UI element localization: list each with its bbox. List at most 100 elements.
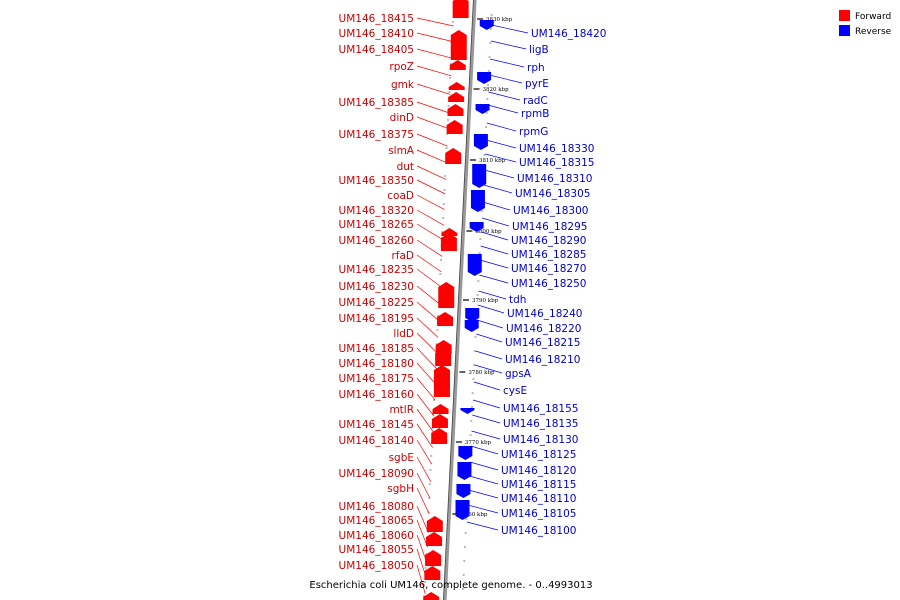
forward-gene-label: UM146_18090	[339, 468, 414, 480]
reverse-gene-block	[477, 72, 492, 84]
forward-leader-line	[416, 423, 433, 448]
reverse-gene-label: UM146_18110	[501, 493, 576, 505]
reverse-leader-line	[469, 475, 499, 485]
forward-gene-block	[423, 592, 440, 600]
reverse-leader-line	[473, 381, 501, 391]
reverse-gene-label: UM146_18305	[515, 188, 590, 200]
reverse-gene-label: ligB	[529, 44, 549, 56]
forward-leader-line	[416, 505, 429, 533]
forward-gene-block	[433, 365, 450, 397]
forward-gene-label: UM146_18175	[339, 373, 414, 385]
forward-gene-label: UM146_18080	[339, 501, 414, 513]
forward-gene-label: gmk	[391, 79, 415, 91]
forward-gene-label: UM146_18050	[339, 560, 414, 572]
reverse-leader-line	[481, 231, 509, 241]
forward-leader-line	[416, 332, 438, 354]
legend-swatch-forward	[839, 10, 850, 21]
reverse-leader-line	[482, 201, 511, 211]
forward-leader-line	[416, 487, 430, 515]
forward-gene-block	[446, 120, 463, 134]
forward-gene-block	[426, 532, 443, 546]
forward-gene-label: dut	[397, 161, 414, 173]
reverse-gene-label: UM146_18130	[503, 434, 578, 446]
reverse-leader-line	[478, 290, 507, 300]
reverse-gene-label: UM146_18270	[511, 263, 586, 275]
forward-leader-line	[416, 347, 437, 369]
reverse-gene-label: UM146_18295	[512, 221, 587, 233]
reverse-gene-label: UM146_18105	[501, 508, 576, 520]
forward-gene-label: dinD	[390, 112, 414, 124]
forward-gene-block	[450, 30, 467, 60]
forward-gene-label: lldD	[393, 328, 414, 340]
forward-gene-label: UM146_18320	[339, 205, 414, 217]
reverse-leader-line	[474, 364, 503, 374]
reverse-leader-line	[469, 461, 499, 471]
reverse-leader-line	[477, 304, 505, 314]
forward-gene-block	[448, 92, 465, 102]
forward-leader-line	[416, 548, 427, 578]
reverse-gene-label: UM146_18215	[505, 337, 580, 349]
reverse-leader-line	[468, 489, 499, 499]
forward-gene-label: rfaD	[391, 250, 414, 262]
forward-gene-block	[432, 404, 449, 414]
reverse-gene-label: UM146_18240	[507, 308, 582, 320]
reverse-gene-label: UM146_18330	[519, 143, 594, 155]
reverse-gene-block	[473, 134, 488, 150]
forward-gene-block	[431, 414, 448, 428]
reverse-gene-label: rpmG	[519, 126, 548, 138]
forward-gene-label: UM146_18235	[339, 264, 414, 276]
legend-swatch-reverse	[839, 25, 850, 36]
reverse-gene-block	[479, 20, 494, 30]
reverse-gene-label: UM146_18155	[503, 403, 578, 415]
reverse-gene-label: UM146_18100	[501, 525, 576, 537]
legend: Forward Reverse	[839, 10, 892, 37]
reverse-gene-label: UM146_18210	[505, 354, 580, 366]
reverse-gene-label: rpmB	[521, 108, 549, 120]
reverse-gene-block	[467, 254, 482, 276]
reverse-gene-label: rph	[527, 62, 545, 74]
forward-gene-block	[452, 0, 469, 18]
reverse-gene-label: gpsA	[505, 368, 532, 380]
forward-gene-block	[437, 312, 454, 326]
reverse-leader-line	[467, 504, 499, 514]
forward-gene-label: UM146_18185	[339, 343, 414, 355]
forward-gene-block	[438, 282, 455, 308]
forward-gene-label: UM146_18350	[339, 175, 414, 187]
forward-gene-label: UM146_18225	[339, 297, 414, 309]
reverse-leader-line	[476, 333, 503, 343]
reverse-leader-line	[489, 58, 525, 68]
forward-gene-label: UM146_18060	[339, 530, 414, 542]
forward-gene-label: UM146_18415	[339, 13, 414, 25]
ruler-tick-label: 3800 kbp	[475, 229, 502, 235]
reverse-leader-line	[472, 414, 501, 424]
forward-leader-line	[416, 133, 448, 147]
forward-gene-label: UM146_18195	[339, 313, 414, 325]
forward-gene-label: UM146_18180	[339, 358, 414, 370]
forward-leader-line	[416, 149, 447, 164]
forward-gene-label: coaD	[387, 190, 414, 202]
forward-leader-line	[416, 17, 454, 27]
forward-leader-line	[416, 254, 442, 273]
forward-gene-label: rpoZ	[389, 61, 414, 73]
reverse-gene-label: UM146_18285	[511, 249, 586, 261]
reverse-gene-block	[456, 484, 471, 498]
forward-leader-line	[416, 65, 452, 77]
forward-leader-line	[416, 393, 435, 417]
forward-leader-line	[416, 456, 432, 482]
reverse-leader-line	[491, 24, 529, 34]
forward-leader-line	[416, 83, 451, 95]
forward-gene-label: UM146_18265	[339, 219, 414, 231]
reverse-gene-label: cysE	[503, 385, 527, 397]
reverse-leader-line	[482, 217, 510, 227]
reverse-gene-block	[469, 222, 484, 232]
forward-gene-block	[441, 228, 458, 236]
reverse-gene-label: UM146_18315	[519, 157, 594, 169]
ruler-tick-label: 3760 kbp	[461, 512, 488, 518]
forward-leader-line	[416, 377, 436, 401]
reverse-leader-line	[470, 445, 499, 455]
reverse-leader-line	[490, 40, 527, 50]
legend-label-forward: Forward	[855, 12, 891, 22]
forward-leader-line	[416, 362, 437, 385]
reverse-leader-line	[472, 399, 501, 409]
forward-gene-block	[435, 348, 452, 366]
